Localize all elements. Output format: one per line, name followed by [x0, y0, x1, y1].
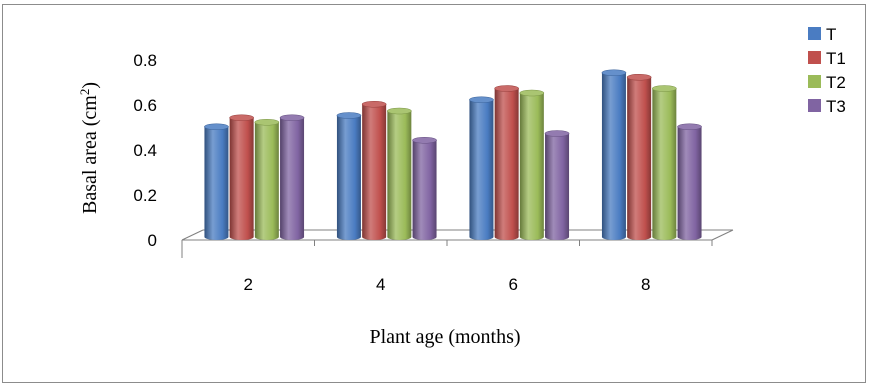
y-tick-labels: 0 0.2 0.4 0.6 0.8 — [133, 51, 157, 250]
y-axis-title-main: Basal area (cm — [79, 95, 101, 214]
bars — [204, 69, 702, 240]
y-tick-label: 0.2 — [133, 186, 157, 205]
bar — [204, 123, 229, 240]
y-tick-label: 0.4 — [133, 141, 157, 160]
bar-body — [469, 99, 494, 240]
legend-item: T1 — [808, 49, 846, 68]
legend-label: T1 — [826, 49, 846, 68]
bar-body — [519, 93, 544, 240]
bar-top — [412, 136, 437, 144]
bar — [494, 85, 519, 240]
bar — [544, 130, 570, 240]
bar — [652, 85, 677, 240]
bar-top — [519, 89, 545, 97]
bar — [677, 123, 702, 240]
floor-right-edge — [711, 229, 734, 241]
bar-body — [387, 111, 412, 240]
legend-swatch — [808, 51, 821, 64]
legend-swatch — [808, 75, 821, 88]
bar — [626, 73, 652, 240]
bar-body — [412, 140, 437, 240]
legend-label: T3 — [826, 97, 846, 116]
y-axis-title: Basal area (cm2) — [77, 82, 101, 214]
bar-body — [677, 126, 702, 240]
x-tick-labels: 2 4 6 8 — [244, 275, 651, 294]
bar-top — [544, 130, 570, 137]
bar — [601, 69, 627, 240]
bar — [387, 107, 412, 240]
bar — [229, 114, 254, 240]
legend-swatch — [808, 27, 821, 40]
bar-top — [469, 96, 494, 104]
floor-left-edge — [181, 229, 204, 241]
bar-top — [652, 85, 677, 92]
bar — [336, 112, 362, 240]
y-tick-label: 0 — [148, 231, 157, 250]
bar — [361, 100, 387, 240]
bar-top — [229, 114, 254, 122]
legend-swatch — [808, 99, 821, 112]
bar — [412, 136, 437, 240]
bar-top — [361, 100, 387, 108]
bar — [519, 89, 545, 240]
bar-body — [545, 133, 570, 240]
bar-body — [254, 122, 279, 240]
bar-top — [494, 85, 519, 92]
x-tick-label: 6 — [509, 275, 518, 294]
bar-body — [336, 115, 361, 240]
bar-body — [362, 104, 387, 240]
legend-label: T2 — [826, 73, 846, 92]
bar-body — [204, 126, 229, 240]
y-tick-label: 0.6 — [133, 96, 157, 115]
bar-top — [204, 123, 229, 131]
bar-body — [229, 117, 254, 240]
x-tick-label: 4 — [376, 275, 385, 294]
bar-body — [652, 88, 677, 240]
bar-body — [280, 117, 305, 240]
bar-top — [336, 112, 362, 119]
x-tick-label: 8 — [641, 275, 650, 294]
y-tick-label: 0.8 — [133, 51, 157, 70]
x-axis-title: Plant age (months) — [369, 326, 520, 348]
bar-top — [601, 69, 627, 77]
bar-top — [626, 73, 652, 81]
legend-label: T — [826, 25, 836, 44]
bar-body — [627, 77, 652, 240]
legend-item: T2 — [808, 73, 846, 92]
x-tick-label: 2 — [244, 275, 253, 294]
bar — [469, 96, 494, 240]
bar-top — [387, 107, 412, 115]
y-axis-title-end: ) — [79, 82, 101, 89]
bar — [279, 114, 305, 240]
legend-item: T — [808, 25, 836, 44]
legend: T T1 T2 T3 — [808, 25, 846, 116]
bar-top — [677, 123, 702, 131]
bar-top — [254, 118, 280, 126]
y-axis-title-sup: 2 — [77, 89, 92, 96]
bar-body — [601, 72, 626, 240]
bar — [254, 118, 280, 240]
bar-top — [279, 114, 305, 122]
legend-item: T3 — [808, 97, 846, 116]
bar-body — [494, 88, 519, 240]
